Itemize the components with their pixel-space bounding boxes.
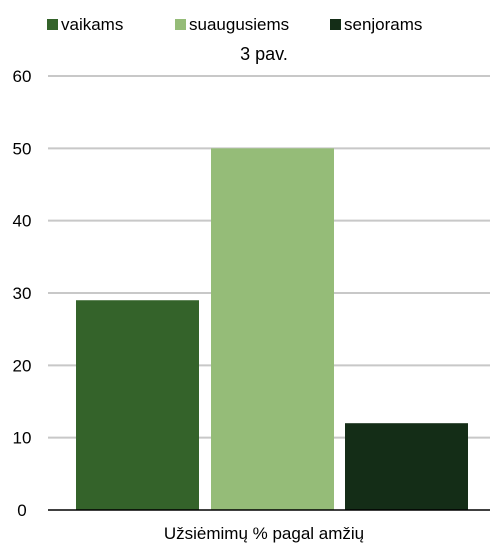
legend-item-vaikams: vaikams <box>47 15 123 34</box>
y-tick-label: 10 <box>13 429 32 448</box>
y-tick-label: 50 <box>13 139 32 158</box>
legend-swatch <box>175 19 186 30</box>
legend-swatch <box>330 19 341 30</box>
bar-suaugusiems <box>211 148 334 511</box>
legend-label: suaugusiems <box>189 15 289 34</box>
y-tick-label: 20 <box>13 356 32 375</box>
legend-swatch <box>47 19 58 30</box>
x-axis-label: Užsiėmimų % pagal amžių <box>164 524 364 543</box>
legend-item-suaugusiems: suaugusiems <box>175 15 289 34</box>
legend-item-senjorams: senjorams <box>330 15 422 34</box>
y-tick-label: 30 <box>13 284 32 303</box>
legend: vaikams suaugusiems senjorams <box>47 15 422 34</box>
y-tick-label: 40 <box>13 212 32 231</box>
y-axis-ticks: 0 10 20 30 40 50 60 <box>13 67 32 520</box>
chart-subtitle: 3 pav. <box>240 44 288 64</box>
bars <box>76 148 468 511</box>
legend-label: vaikams <box>61 15 123 34</box>
bar-senjorams <box>345 423 468 510</box>
y-tick-label: 0 <box>17 501 26 520</box>
legend-label: senjorams <box>344 15 422 34</box>
y-tick-label: 60 <box>13 67 32 86</box>
bar-vaikams <box>76 300 199 510</box>
